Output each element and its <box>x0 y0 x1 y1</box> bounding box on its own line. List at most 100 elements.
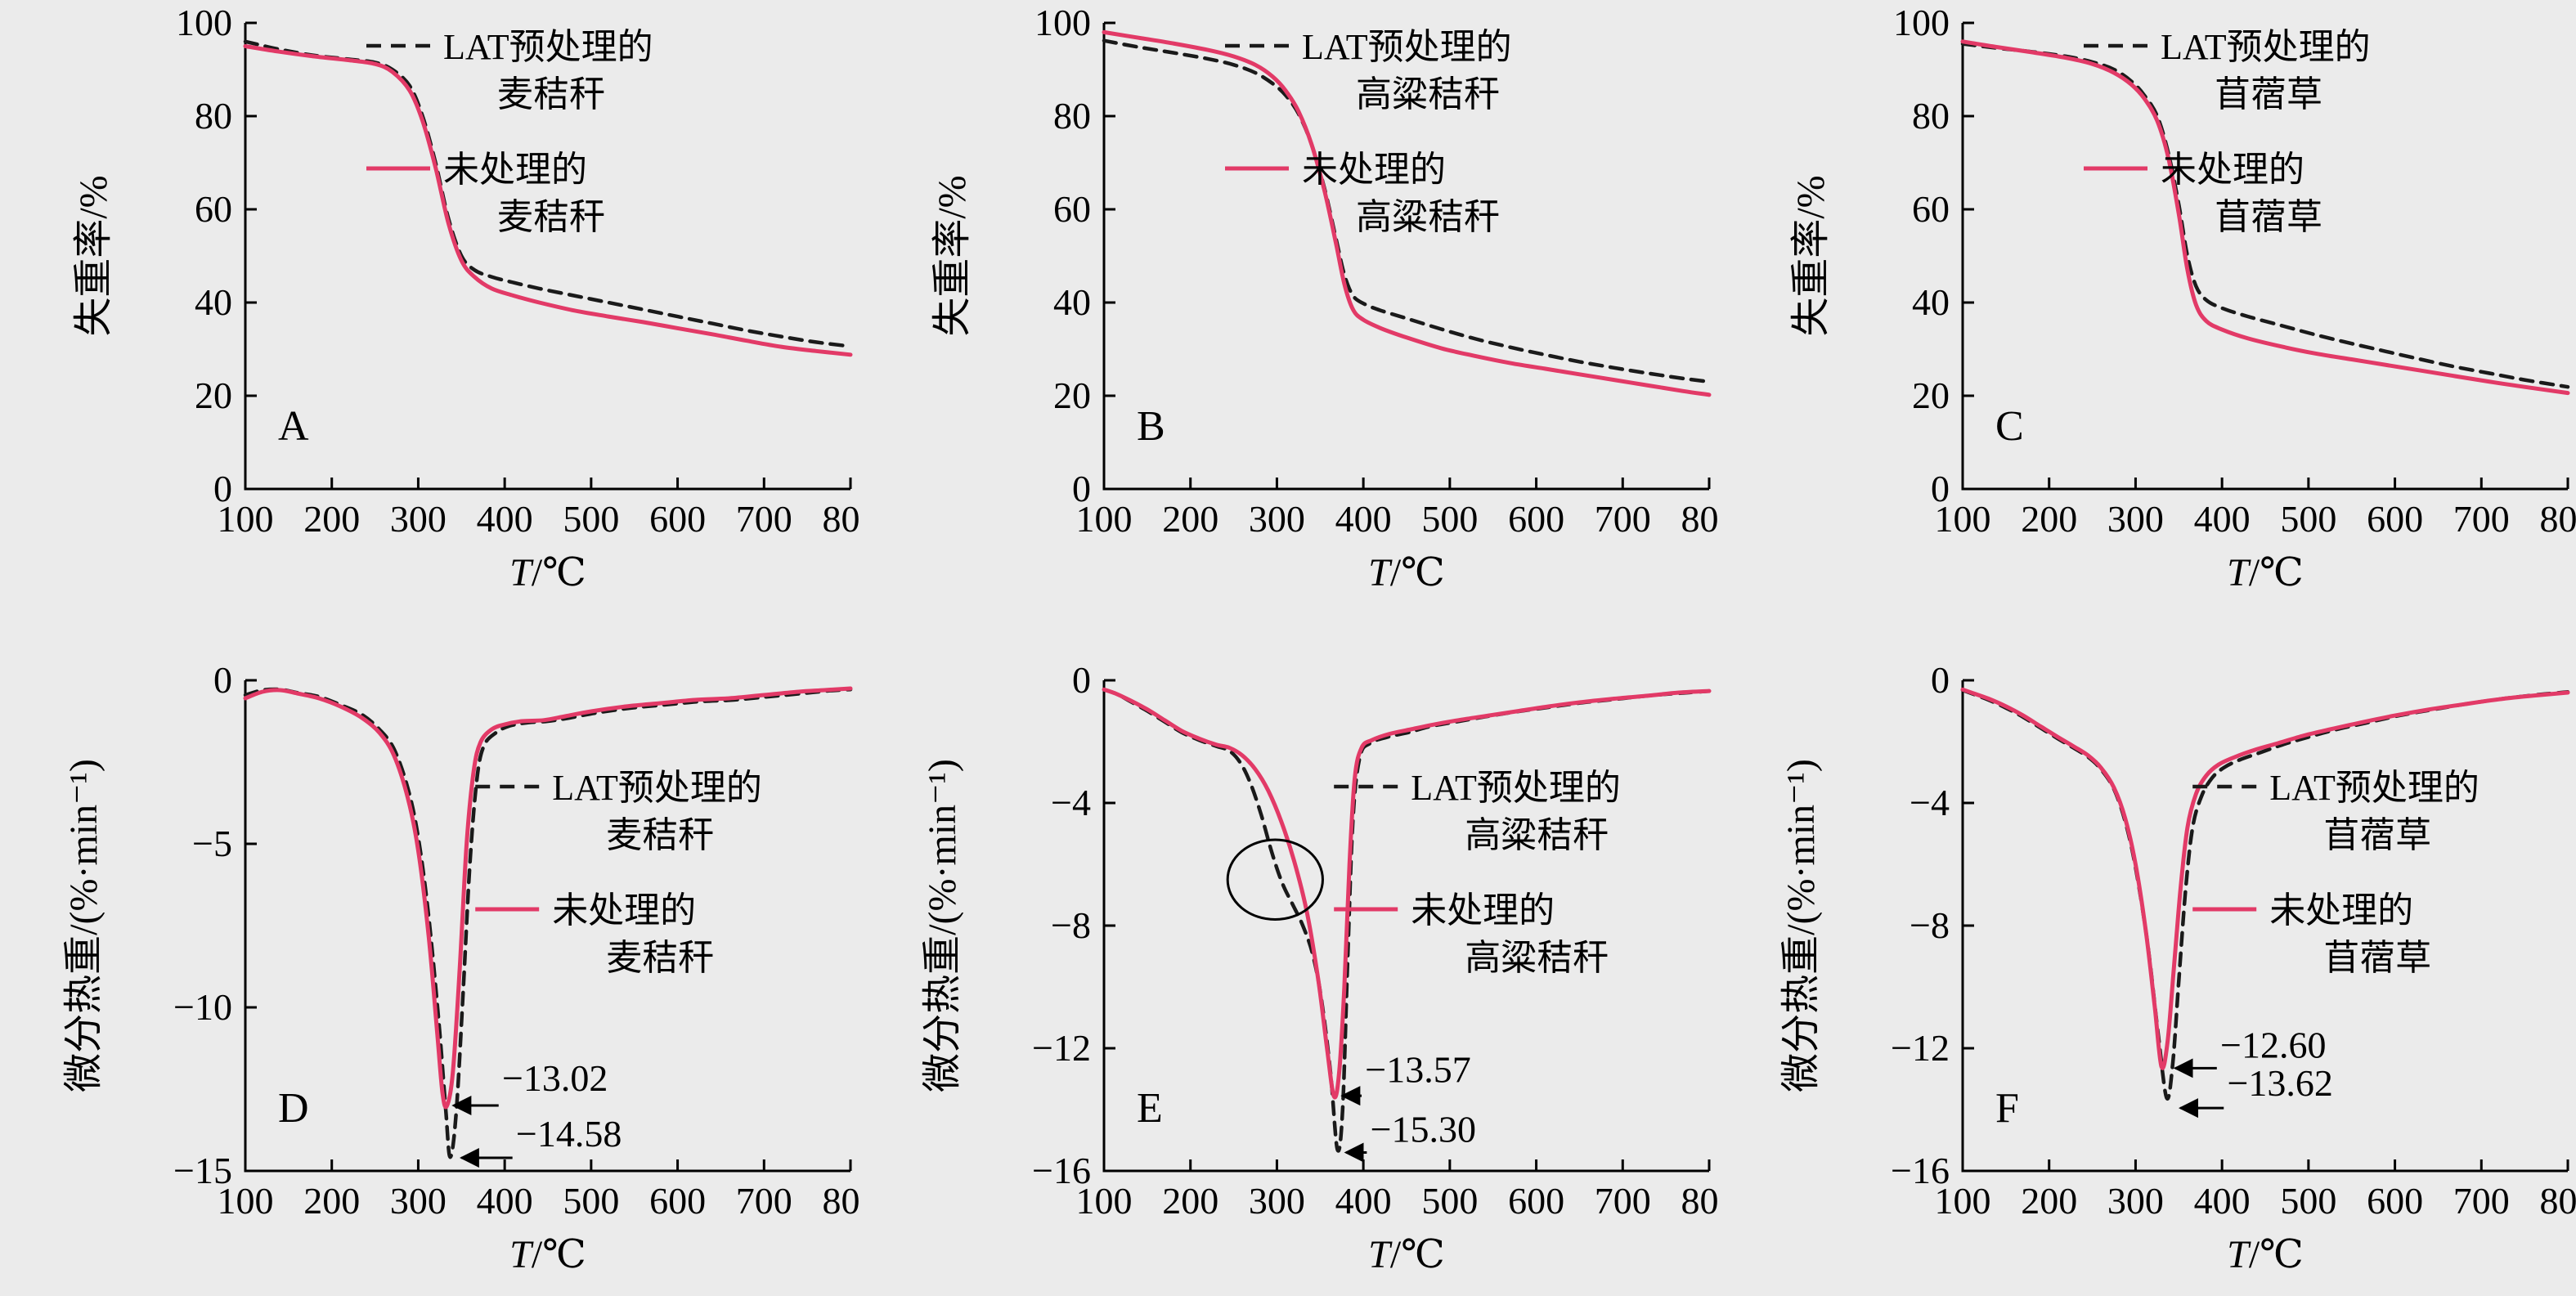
x-axis-label: T/℃ <box>2227 1233 2304 1276</box>
legend-label-line1: 未处理的 <box>1302 150 1446 190</box>
x-axis-label: T/℃ <box>509 551 586 594</box>
x-tick-label: 500 <box>563 498 619 540</box>
y-tick-label: 80 <box>195 95 232 137</box>
legend-label-line2: 苜蓿草 <box>2215 74 2322 114</box>
peak-value-label: −13.62 <box>2227 1062 2332 1104</box>
x-tick-label: 100 <box>1935 1180 1991 1222</box>
y-tick-label: −10 <box>173 986 232 1028</box>
x-tick-label: 700 <box>1595 498 1651 540</box>
y-axis-label: 失重率/% <box>72 175 115 336</box>
x-tick-label: 700 <box>1595 1180 1651 1222</box>
legend-label-line2: 高粱秸秆 <box>1356 197 1500 237</box>
y-tick-label: −16 <box>1891 1150 1950 1191</box>
x-tick-label: 300 <box>2107 498 2164 540</box>
y-tick-label: −15 <box>173 1150 232 1191</box>
y-tick-label: 0 <box>213 468 232 509</box>
y-tick-label: 20 <box>195 374 232 416</box>
x-tick-label: 800 <box>1681 1180 1718 1222</box>
y-tick-label: 80 <box>1912 95 1950 137</box>
legend-label-line2: 高粱秸秆 <box>1356 74 1500 114</box>
chart-panel-B: 100 200 300 400 500 600 700 800 0 20 40 60 80 100 T/℃ 失… <box>931 2 1718 594</box>
plot-area <box>1102 687 1712 1153</box>
peak-value-label: −13.57 <box>1365 1048 1470 1090</box>
y-axis-label: 失重率/% <box>1789 175 1833 336</box>
y-tick-label: −8 <box>1910 904 1950 946</box>
plot-area <box>1960 39 2570 396</box>
x-tick-label: 700 <box>736 498 792 540</box>
x-tick-label: 400 <box>2194 498 2251 540</box>
y-tick-label: −5 <box>192 823 232 864</box>
x-tick-label: 500 <box>2280 1180 2336 1222</box>
highlight-ellipse <box>1226 838 1324 921</box>
x-tick-label: 800 <box>823 1180 859 1222</box>
legend-label-line2: 麦秸秆 <box>606 938 714 978</box>
y-tick-label: 60 <box>195 188 232 230</box>
y-tick-label: 0 <box>1931 468 1950 509</box>
plot-area <box>243 686 853 1159</box>
x-tick-label: 600 <box>2367 1180 2423 1222</box>
panel-letter: D <box>278 1085 309 1132</box>
x-tick-label: 300 <box>390 498 447 540</box>
x-tick-label: 700 <box>2453 498 2510 540</box>
panel-letter: B <box>1137 403 1165 450</box>
y-tick-label: 0 <box>213 659 232 701</box>
series-solid-curve <box>1960 39 2570 396</box>
x-tick-label: 100 <box>1076 1180 1133 1222</box>
legend-label-line2: 高粱秸秆 <box>1465 815 1609 855</box>
y-tick-label: 100 <box>176 2 232 43</box>
panel-letter: F <box>1995 1085 2019 1132</box>
y-tick-label: 60 <box>1053 188 1091 230</box>
y-tick-label: 20 <box>1912 374 1950 416</box>
peak-value-label: −13.02 <box>502 1057 608 1099</box>
legend-label-line1: LAT预处理的 <box>1302 27 1512 67</box>
peak-value-label: −14.58 <box>516 1113 622 1155</box>
y-tick-label: −4 <box>1910 782 1950 823</box>
x-tick-label: 200 <box>303 1180 360 1222</box>
x-tick-label: 300 <box>1249 1180 1305 1222</box>
legend-label-line1: LAT预处理的 <box>1411 768 1621 808</box>
x-tick-label: 500 <box>563 1180 619 1222</box>
y-tick-label: 0 <box>1072 659 1091 701</box>
x-tick-label: 500 <box>1421 498 1478 540</box>
legend-label-line2: 苜蓿草 <box>2215 197 2322 237</box>
x-tick-label: 400 <box>1335 1180 1392 1222</box>
panel-letter: E <box>1137 1085 1163 1132</box>
y-tick-label: 0 <box>1072 468 1091 509</box>
plot-area <box>243 39 853 357</box>
y-tick-label: 40 <box>1053 281 1091 323</box>
x-tick-label: 400 <box>1335 498 1392 540</box>
x-tick-label: 700 <box>736 1180 792 1222</box>
x-tick-label: 400 <box>477 498 533 540</box>
legend-label-line2: 苜蓿草 <box>2323 938 2431 978</box>
series-solid-curve <box>243 44 853 357</box>
legend-label-line1: LAT预处理的 <box>2161 27 2371 67</box>
legend-label-line2: 麦秸秆 <box>606 815 714 855</box>
y-tick-label: 40 <box>1912 281 1950 323</box>
y-axis-label: 微分热重/(%·min⁻¹) <box>62 759 105 1092</box>
x-tick-label: 100 <box>1935 498 1991 540</box>
x-tick-label: 300 <box>2107 1180 2164 1222</box>
y-tick-label: 100 <box>1893 2 1950 43</box>
x-axis-label: T/℃ <box>1368 1233 1445 1276</box>
x-tick-label: 600 <box>1508 1180 1564 1222</box>
y-axis-label: 失重率/% <box>931 175 974 336</box>
x-tick-label: 100 <box>218 1180 274 1222</box>
series-solid-curve <box>1102 687 1712 1100</box>
plot-area <box>1960 687 2570 1101</box>
x-tick-label: 600 <box>1508 498 1564 540</box>
legend-label-line1: LAT预处理的 <box>2269 768 2480 808</box>
x-tick-label: 800 <box>823 498 859 540</box>
y-tick-label: 40 <box>195 281 232 323</box>
x-tick-label: 500 <box>1421 1180 1478 1222</box>
x-tick-label: 600 <box>649 1180 706 1222</box>
series-solid-curve <box>243 686 853 1110</box>
y-tick-label: 60 <box>1912 188 1950 230</box>
legend-label-line1: 未处理的 <box>443 150 587 190</box>
legend-label-line1: 未处理的 <box>1411 890 1555 931</box>
chart-panel-A: 100 200 300 400 500 600 700 800 0 20 40 60 80 100 T/℃ 失… <box>72 2 859 594</box>
axis-frame <box>1102 680 1709 1173</box>
x-tick-label: 800 <box>1681 498 1718 540</box>
series-solid-curve <box>1102 29 1712 397</box>
y-tick-label: −4 <box>1051 782 1091 823</box>
